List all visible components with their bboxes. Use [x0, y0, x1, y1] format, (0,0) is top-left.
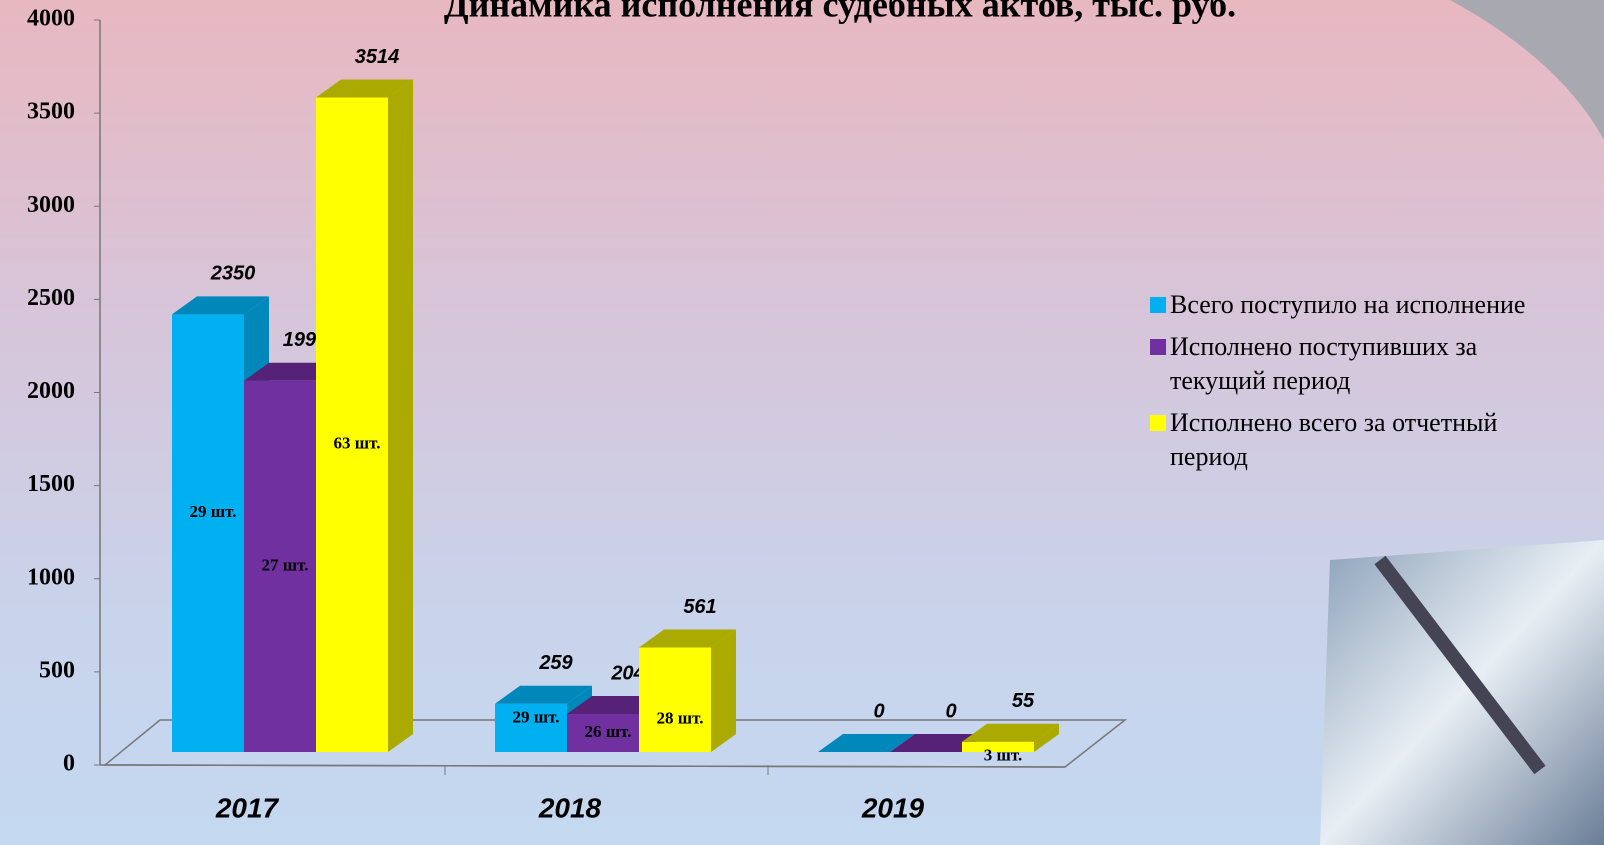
legend-item: Исполнено всего за отчетный период [1150, 406, 1570, 474]
y-tick-label: 2000 [27, 378, 75, 404]
legend-swatch [1150, 415, 1166, 431]
legend-item: Всего поступило на исполнение [1150, 288, 1570, 322]
value-label: 259 [538, 652, 573, 674]
legend-item: Исполнено поступивших за текущий период [1150, 330, 1570, 398]
y-tick-label: 0 [63, 751, 75, 777]
pen-image [1320, 540, 1604, 845]
count-label: 29 шт. [190, 502, 237, 521]
page-curl [1450, 0, 1604, 140]
count-label: 28 шт. [657, 709, 704, 728]
count-label: 29 шт. [513, 708, 560, 727]
value-label: 561 [683, 596, 716, 618]
bar [639, 630, 736, 752]
x-axis [100, 765, 1065, 767]
count-label: 27 шт. [262, 555, 309, 574]
legend-swatch [1150, 339, 1166, 355]
legend-swatch [1150, 297, 1166, 313]
y-tick-label: 3000 [27, 192, 75, 218]
page: Динамика исполнения судебных актов, тыс.… [0, 0, 1604, 845]
legend-label: Всего поступило на исполнение [1170, 288, 1525, 322]
value-label: 2350 [210, 263, 256, 285]
y-tick-label: 3500 [27, 99, 75, 125]
y-tick-label: 1000 [27, 564, 75, 590]
value-label: 55 [1012, 690, 1035, 712]
count-label: 63 шт. [334, 434, 381, 453]
count-label: 26 шт. [585, 722, 632, 741]
bar-side [711, 630, 736, 752]
value-label: 0 [945, 700, 956, 722]
count-label: 3 шт. [984, 746, 1022, 765]
y-tick-label: 1500 [27, 471, 75, 497]
legend-label: Исполнено всего за отчетный период [1170, 406, 1570, 474]
value-label: 0 [873, 700, 884, 722]
y-tick-label: 500 [39, 657, 75, 683]
bar-front [316, 98, 388, 752]
bar-front [639, 648, 711, 752]
legend: Всего поступило на исполнение Исполнено п… [1150, 288, 1570, 482]
x-tick-label: 2017 [215, 792, 280, 823]
bar-front [172, 314, 244, 752]
y-tick-label: 2500 [27, 285, 75, 311]
chart-title: Динамика исполнения судебных актов, тыс.… [444, 0, 1236, 24]
bar [316, 80, 413, 752]
value-label: 3514 [355, 46, 400, 68]
bar-side [388, 80, 413, 752]
y-tick-label: 4000 [27, 6, 75, 32]
legend-label: Исполнено поступивших за текущий период [1170, 330, 1570, 398]
x-tick-label: 2018 [538, 792, 602, 823]
x-tick-label: 2019 [861, 792, 925, 823]
